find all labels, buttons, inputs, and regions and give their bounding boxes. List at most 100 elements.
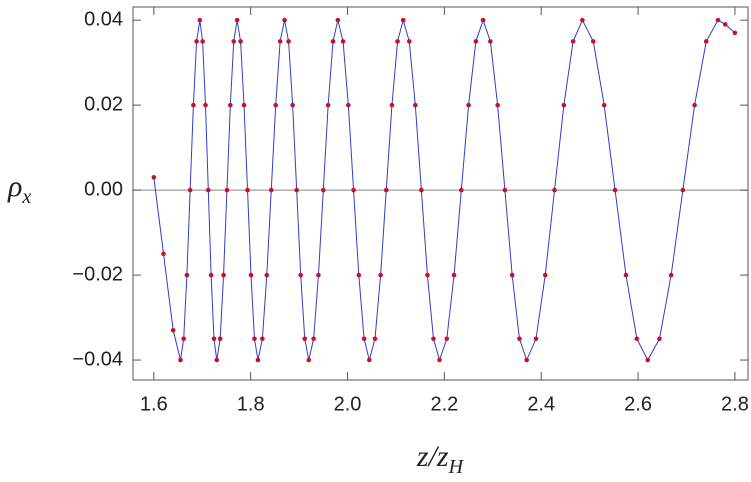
data-point	[419, 187, 424, 193]
data-point	[732, 30, 738, 36]
data-point	[221, 272, 226, 278]
data-point	[413, 102, 418, 108]
data-point	[255, 357, 261, 363]
data-point	[211, 336, 217, 342]
x-tick-label: 2.8	[721, 393, 749, 415]
data-point	[645, 357, 651, 363]
data-point	[282, 17, 287, 23]
y-tick-label: 0.04	[84, 8, 123, 30]
data-point	[335, 17, 341, 23]
data-point	[151, 175, 157, 180]
data-point	[197, 17, 203, 23]
data-line	[153, 18, 736, 362]
data-point	[311, 336, 316, 342]
x-tick-label: 2.6	[624, 393, 652, 415]
data-point	[722, 22, 728, 27]
data-point	[302, 336, 308, 342]
data-point	[294, 187, 299, 193]
x-tick-label: 2.4	[527, 393, 555, 415]
y-axis-label: ρx	[7, 170, 31, 208]
data-point	[306, 357, 312, 363]
plot-frame	[132, 6, 749, 381]
data-point	[601, 102, 607, 108]
data-point	[290, 102, 295, 108]
data-point	[268, 187, 274, 193]
data-point	[431, 336, 436, 342]
data-point	[277, 39, 283, 44]
data-point	[228, 102, 233, 108]
data-point	[561, 102, 567, 108]
data-point	[495, 102, 500, 108]
data-point	[208, 272, 214, 278]
data-point	[248, 272, 254, 278]
data-point	[552, 187, 557, 193]
x-tick-label: 1.8	[237, 393, 265, 415]
data-point	[214, 357, 220, 363]
data-point	[634, 336, 640, 342]
data-point	[264, 272, 270, 278]
data-point	[361, 336, 367, 342]
data-point	[509, 272, 515, 278]
data-point	[316, 272, 321, 278]
data-point	[570, 39, 576, 44]
data-point	[231, 39, 237, 44]
x-tick-label: 2.0	[334, 393, 362, 415]
data-point	[542, 272, 548, 278]
y-tick-label: −0.02	[72, 263, 123, 285]
data-point	[340, 39, 346, 44]
data-point	[191, 102, 196, 108]
data-point	[372, 336, 378, 342]
data-point	[273, 102, 279, 108]
x-label-main: z/z	[416, 440, 449, 473]
data-point	[298, 272, 303, 278]
data-point	[473, 39, 479, 44]
data-point	[206, 187, 211, 193]
data-point	[459, 187, 464, 193]
data-point	[346, 102, 351, 108]
data-point	[400, 17, 406, 23]
data-point	[692, 102, 697, 108]
data-point	[425, 272, 430, 278]
data-point	[161, 251, 166, 257]
y-label-main: ρ	[7, 170, 22, 203]
data-point	[389, 102, 395, 108]
data-point	[668, 272, 674, 278]
data-point	[217, 336, 223, 342]
data-point	[286, 39, 291, 44]
y-label-sub: x	[21, 186, 31, 208]
x-axis-label: z/zH	[416, 440, 465, 478]
data-point	[200, 39, 205, 44]
data-point	[260, 336, 265, 342]
data-point	[715, 17, 721, 23]
x-label-sub: H	[448, 456, 465, 478]
data-point	[480, 17, 486, 23]
data-point	[245, 187, 250, 193]
data-point	[612, 187, 618, 193]
data-point	[703, 39, 709, 44]
data-point	[488, 39, 493, 44]
data-point	[184, 272, 190, 278]
data-point	[502, 187, 508, 193]
data-point	[466, 102, 471, 108]
data-point	[383, 187, 389, 193]
data-point	[224, 187, 230, 193]
data-point	[203, 102, 208, 108]
data-point	[178, 357, 183, 363]
data-point	[406, 39, 412, 44]
data-point	[517, 336, 522, 342]
data-point	[533, 336, 539, 342]
data-point	[395, 39, 400, 44]
data-point	[325, 102, 331, 108]
data-point	[580, 17, 585, 23]
data-point	[321, 187, 326, 193]
data-point	[356, 272, 362, 278]
data-point	[657, 336, 662, 342]
data-point	[351, 187, 356, 193]
data-point	[590, 39, 596, 44]
y-tick-label: 0.00	[84, 178, 123, 200]
data-point	[238, 39, 243, 44]
data-point	[187, 187, 193, 193]
x-tick-label: 1.6	[140, 393, 168, 415]
data-point	[234, 17, 240, 23]
